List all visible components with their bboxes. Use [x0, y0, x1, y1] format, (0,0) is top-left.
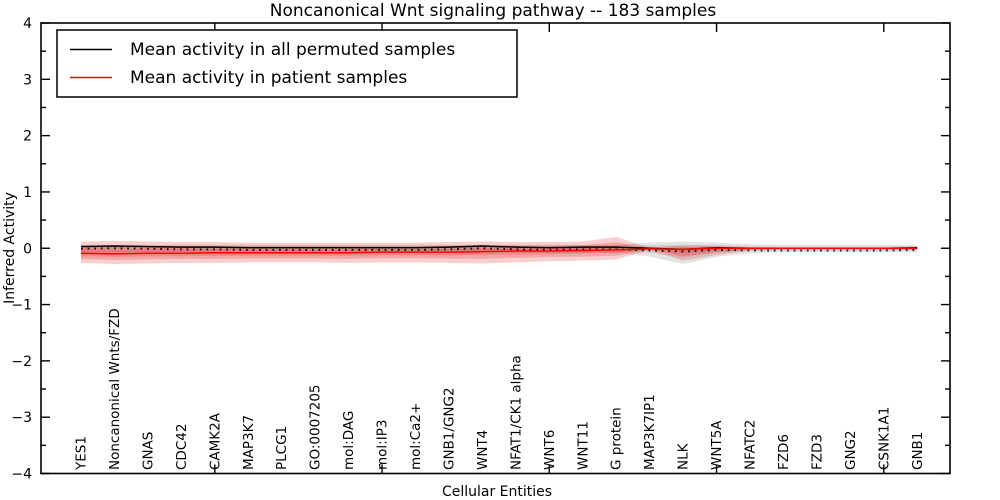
x-tick-label: WNT4 — [475, 430, 491, 470]
permuted-spread-dashes — [80, 247, 918, 253]
x-tick-label: CAMK2A — [207, 412, 223, 470]
x-tick-label: mol:IP3 — [375, 420, 391, 470]
x-tick-label: GNB1/GNG2 — [441, 387, 457, 470]
x-tick-label: MAP3K7 — [241, 415, 257, 470]
x-tick-label: FZD3 — [809, 434, 825, 470]
y-tick-label: −3 — [11, 410, 32, 426]
lines-layer — [80, 245, 918, 255]
y-tick-label: −1 — [11, 298, 32, 314]
y-tick-label: −4 — [11, 467, 32, 483]
ticks-layer — [41, 22, 950, 475]
patient-band-layer-0 — [81, 236, 918, 265]
x-tick-label: NFAT1/CK1 alpha — [508, 355, 524, 470]
x-tick-label: MAP3K7IP1 — [642, 394, 658, 470]
y-tick-label: 4 — [23, 16, 32, 32]
x-tick-label: GNG2 — [843, 430, 859, 470]
x-tick-label: WNT5A — [709, 420, 725, 470]
x-tick-label: CDC42 — [174, 424, 190, 470]
y-tick-label: 2 — [23, 129, 32, 145]
x-tick-label: Noncanonical Wnts/FZD — [107, 308, 123, 470]
chart-title: Noncanonical Wnt signaling pathway -- 18… — [270, 1, 717, 21]
x-tick-label: PLCG1 — [274, 426, 290, 470]
y-tick-label: −2 — [11, 354, 32, 370]
y-tick-label: 1 — [23, 185, 32, 201]
legend-label-permuted: Mean activity in all permuted samples — [130, 40, 455, 60]
y-axis-label: Inferred Activity — [2, 192, 18, 304]
y-tick-label: 3 — [23, 72, 32, 88]
bands-layer — [81, 236, 918, 265]
x-tick-label: mol:DAG — [341, 411, 357, 470]
patient-mean-line — [80, 247, 918, 255]
y-tick-label: 0 — [23, 241, 32, 257]
x-tick-label: CSNK1A1 — [876, 407, 892, 470]
x-tick-label: GO:0007205 — [308, 384, 324, 470]
x-tick-label: NFATC2 — [743, 420, 759, 470]
x-tick-label: YES1 — [74, 436, 90, 471]
x-tick-label: GNB1 — [910, 432, 926, 470]
x-tick-label: GNAS — [140, 432, 156, 470]
y-tick-labels: −4 −3 −2 −1 0 1 2 3 4 — [11, 16, 32, 483]
x-tick-label: FZD6 — [776, 434, 792, 470]
x-tick-label: WNT6 — [542, 430, 558, 470]
x-tick-label: NLK — [676, 442, 692, 470]
x-axis-label: Cellular Entities — [442, 484, 552, 500]
x-tick-labels: YES1 Noncanonical Wnts/FZD GNAS CDC42 CAMK2A… — [74, 308, 926, 471]
legend: Mean activity in all permuted samples Me… — [56, 29, 518, 98]
x-tick-label: G protein — [609, 407, 625, 470]
x-tick-label: WNT11 — [575, 421, 591, 470]
legend-box — [56, 29, 518, 98]
x-tick-label: mol:Ca2+ — [408, 403, 424, 470]
legend-label-patient: Mean activity in patient samples — [130, 68, 407, 88]
